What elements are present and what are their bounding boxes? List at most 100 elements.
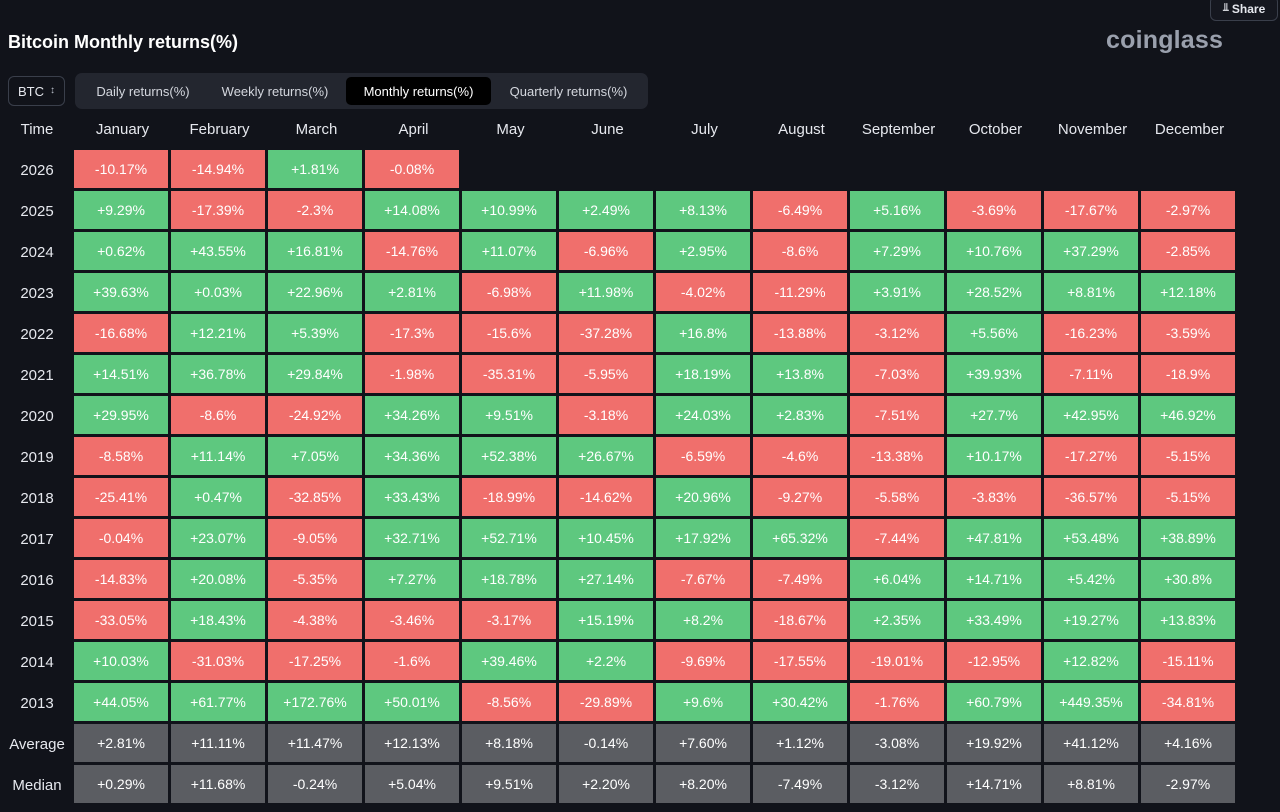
share-icon: ⫫ [1222,2,1229,14]
coin-select-value: BTC [18,83,44,99]
returns-period-tabs: Daily returns(%) Weekly returns(%) Month… [75,73,648,109]
return-cell: -10.17% [74,150,171,191]
return-cell: +0.47% [171,478,268,519]
return-cell: -37.28% [559,314,656,355]
tab-daily-returns[interactable]: Daily returns(%) [96,83,190,99]
tab-monthly-returns[interactable]: Monthly returns(%) [346,77,491,105]
return-cell: +10.17% [947,437,1044,478]
year-row-2018: 2018 -25.41% +0.47% -32.85% +33.43% -18.99% -1… [0,478,1238,519]
row-label: 2014 [20,654,54,671]
summary-cell: +2.20% [559,765,656,806]
return-cell: +0.03% [171,273,268,314]
return-cell: -31.03% [171,642,268,683]
row-label: 2017 [20,531,54,548]
return-cell: +15.19% [559,601,656,642]
return-cell: -7.49% [753,560,850,601]
return-cell: -19.01% [850,642,947,683]
summary-cell: +4.16% [1141,724,1238,765]
return-cell: +2.83% [753,396,850,437]
summary-cell: +11.68% [171,765,268,806]
return-cell: -9.05% [268,519,365,560]
return-cell: -6.49% [753,191,850,232]
summary-cell: +8.18% [462,724,559,765]
return-cell: +39.93% [947,355,1044,396]
year-row-2015: 2015 -33.05% +18.43% -4.38% -3.46% -3.17% +15.… [0,601,1238,642]
return-cell: +33.49% [947,601,1044,642]
row-label: 2018 [20,490,54,507]
summary-cell: +14.71% [947,765,1044,806]
return-cell: -18.9% [1141,355,1238,396]
column-header-september: September [861,121,936,138]
column-header-november: November [1057,121,1128,138]
row-label: 2016 [20,572,54,589]
empty-cell [1044,150,1141,191]
summary-cell: +7.60% [656,724,753,765]
summary-cell: +12.13% [365,724,462,765]
return-cell: +52.71% [462,519,559,560]
return-cell: -34.81% [1141,683,1238,724]
return-cell: +30.42% [753,683,850,724]
return-cell: -17.67% [1044,191,1141,232]
return-cell: +13.83% [1141,601,1238,642]
return-cell: +30.8% [1141,560,1238,601]
tab-quarterly-returns[interactable]: Quarterly returns(%) [509,83,628,99]
header-row: Time January February March April May June July… [0,109,1238,150]
return-cell: -36.57% [1044,478,1141,519]
return-cell: +9.51% [462,396,559,437]
year-row-2019: 2019 -8.58% +11.14% +7.05% +34.36% +52.38% +26… [0,437,1238,478]
summary-cell: +11.11% [171,724,268,765]
return-cell: -4.6% [753,437,850,478]
row-label: 2026 [20,162,54,179]
return-cell: -35.31% [462,355,559,396]
return-cell: +10.76% [947,232,1044,273]
return-cell: +36.78% [171,355,268,396]
return-cell: -1.76% [850,683,947,724]
return-cell: +52.38% [462,437,559,478]
return-cell: +8.2% [656,601,753,642]
return-cell: +9.29% [74,191,171,232]
return-cell: -13.38% [850,437,947,478]
monthly-returns-table: Time January February March April May June July… [0,109,1238,806]
summary-cell: -0.24% [268,765,365,806]
return-cell: +22.96% [268,273,365,314]
summary-cell: +19.92% [947,724,1044,765]
year-row-2021: 2021 +14.51% +36.78% +29.84% -1.98% -35.31% -5… [0,355,1238,396]
coin-select[interactable]: BTC ↕ [8,76,65,106]
return-cell: +19.27% [1044,601,1141,642]
return-cell: -6.59% [656,437,753,478]
return-cell: +2.81% [365,273,462,314]
return-cell: +60.79% [947,683,1044,724]
return-cell: -12.95% [947,642,1044,683]
return-cell: -5.58% [850,478,947,519]
return-cell: -14.76% [365,232,462,273]
year-row-2026: 2026 -10.17% -14.94% +1.81% -0.08% [0,150,1238,191]
return-cell: -4.02% [656,273,753,314]
empty-cell [1141,150,1238,191]
column-header-may: May [496,121,525,138]
return-cell: +13.8% [753,355,850,396]
summary-cell: +8.20% [656,765,753,806]
return-cell: -3.12% [850,314,947,355]
summary-cell: +8.81% [1044,765,1141,806]
summary-cell: +41.12% [1044,724,1141,765]
column-header-january: January [95,121,150,138]
return-cell: +9.6% [656,683,753,724]
year-row-2024: 2024 +0.62% +43.55% +16.81% -14.76% +11.07% -6… [0,232,1238,273]
empty-cell [850,150,947,191]
return-cell: +38.89% [1141,519,1238,560]
share-button[interactable]: ⫫ Share [1210,0,1278,21]
share-label: Share [1231,1,1266,16]
return-cell: +10.45% [559,519,656,560]
return-cell: +28.52% [947,273,1044,314]
tab-weekly-returns[interactable]: Weekly returns(%) [221,83,329,99]
return-cell: +5.42% [1044,560,1141,601]
year-row-2022: 2022 -16.68% +12.21% +5.39% -17.3% -15.6% -37.… [0,314,1238,355]
return-cell: +32.71% [365,519,462,560]
column-header-august: August [778,121,825,138]
return-cell: +3.91% [850,273,947,314]
summary-cell: -3.12% [850,765,947,806]
return-cell: -3.69% [947,191,1044,232]
empty-cell [559,150,656,191]
return-cell: -13.88% [753,314,850,355]
return-cell: -2.97% [1141,191,1238,232]
